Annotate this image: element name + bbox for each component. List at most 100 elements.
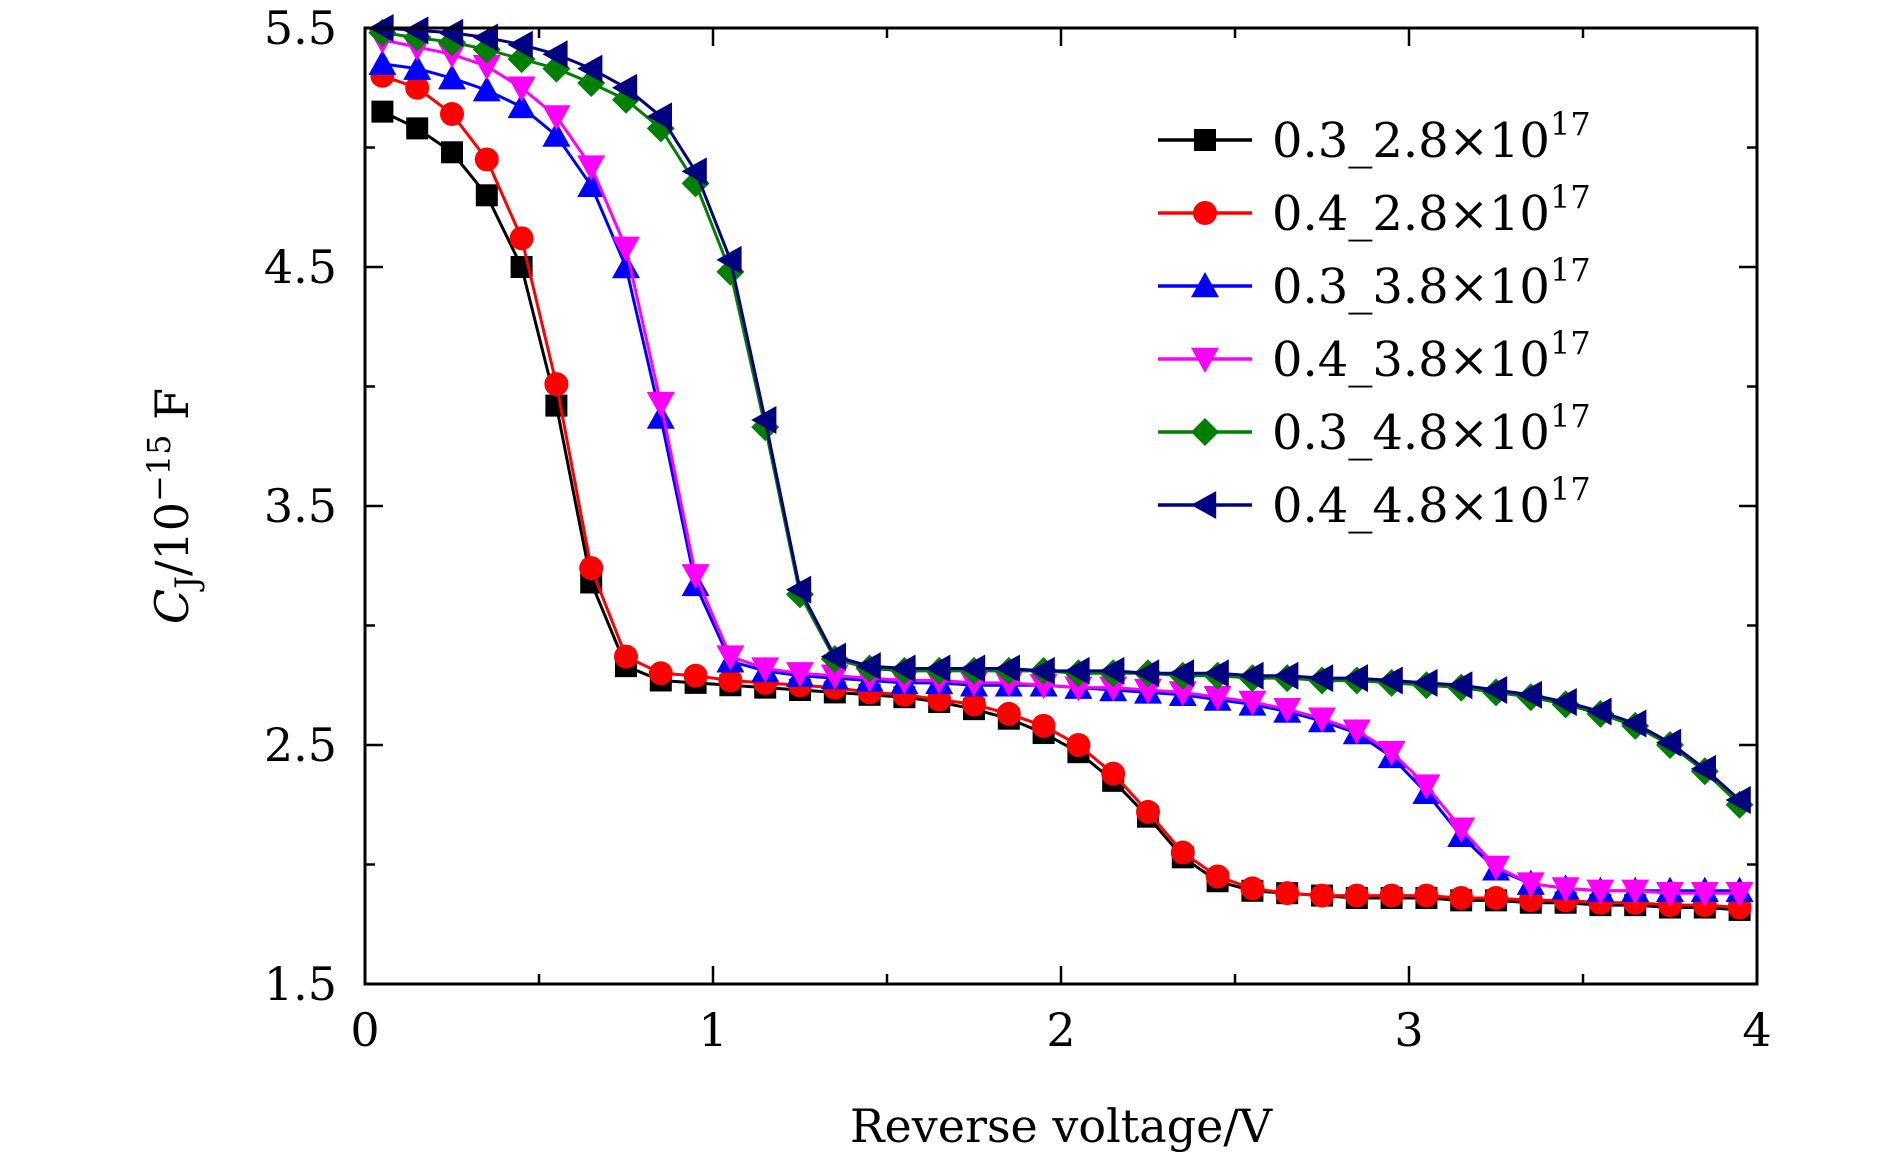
legend-marker-5 (1191, 491, 1217, 519)
series-1-point-20 (1066, 733, 1091, 757)
x-tick-label: 4 (1742, 1003, 1771, 1057)
series-3-point-29 (1377, 740, 1406, 767)
series-5-point-6 (577, 54, 603, 83)
series-5-point-8 (646, 102, 672, 131)
legend-item-3: 0.4_3.8×1017 (1158, 324, 1591, 388)
legend-item-0: 0.3_2.8×1017 (1158, 105, 1591, 169)
series-3-point-21 (1099, 676, 1128, 702)
series-5-point-7 (612, 73, 638, 102)
series-line-3 (382, 38, 1740, 895)
series-1-point-4 (509, 226, 534, 251)
legend-label-text: 0.3_3.8×10 (1272, 259, 1550, 315)
series-5-point-9 (681, 157, 707, 186)
series-5-point-35 (1586, 697, 1612, 726)
series-2-point-4 (507, 92, 536, 119)
series-1-point-26 (1275, 881, 1300, 906)
series-3-point-4 (507, 76, 536, 102)
legend-label-text: 0.3_4.8×10 (1272, 405, 1550, 461)
series-2-point-6 (577, 171, 606, 197)
series-1-point-31 (1449, 885, 1474, 910)
series-1-point-27 (1310, 883, 1334, 908)
series-5-point-22 (1134, 659, 1160, 688)
tick-labels-layer: 0 1 2 3 4 1.5 2.5 3.5 4.5 5.5 (264, 1, 1772, 1057)
series-0-point-0 (371, 100, 394, 123)
series-5-point-10 (716, 245, 742, 274)
legend-marker-0 (1194, 129, 1216, 151)
series-5-point-24 (1203, 659, 1229, 688)
series-5-point-39 (1725, 785, 1751, 814)
series-3-point-26 (1273, 697, 1302, 724)
series-3-point-28 (1342, 719, 1371, 745)
legend-label-text: 0.3_2.8×10 (1272, 113, 1550, 169)
series-3-point-7 (612, 236, 640, 262)
series-5-point-29 (1377, 666, 1403, 695)
series-1-point-18 (996, 701, 1021, 726)
series-5-point-15 (890, 654, 916, 683)
series-1-point-30 (1414, 883, 1439, 908)
series-2-point-3 (472, 76, 501, 102)
legend-label-3: 0.4_3.8×1017 (1272, 324, 1591, 388)
series-1-point-3 (474, 147, 499, 172)
series-5-point-20 (1064, 656, 1090, 685)
series-3-point-35 (1586, 879, 1615, 905)
series-1-point-21 (1101, 761, 1126, 786)
y-axis-title-prefix: /10 (145, 502, 199, 576)
legend-label-exponent: 17 (1550, 251, 1591, 289)
y-axis-title: CJ/10−15 F (140, 388, 206, 624)
series-1-point-24 (1205, 864, 1230, 889)
series-2-point-0 (368, 49, 397, 76)
y-tick-label: 2.5 (264, 718, 337, 772)
series-3-point-37 (1656, 881, 1684, 908)
series-1-point-32 (1484, 885, 1508, 910)
series-3-point-5 (542, 105, 571, 131)
series-5-point-3 (472, 23, 498, 52)
legend-label-exponent: 17 (1550, 470, 1591, 508)
series-5-point-19 (1029, 656, 1055, 685)
series-3-point-23 (1168, 681, 1197, 707)
series-line-0 (381, 110, 1740, 912)
series-1-point-25 (1240, 876, 1265, 901)
series-3-point-11 (751, 657, 780, 683)
series-1-point-6 (579, 556, 604, 581)
series-line-1 (381, 74, 1740, 909)
legend-label-4: 0.3_4.8×1017 (1272, 397, 1591, 461)
legend-item-1: 0.4_2.8×1017 (1158, 178, 1591, 242)
legend-label-exponent: 17 (1550, 105, 1591, 143)
x-tick-label: 1 (698, 1003, 727, 1057)
series-3-point-20 (1064, 676, 1093, 702)
series-4-point-8 (646, 114, 675, 143)
series-5-point-16 (925, 654, 951, 683)
series-5-point-31 (1447, 671, 1473, 700)
y-axis-title-exponent: −15 (140, 434, 178, 502)
series-3-point-12 (786, 662, 814, 688)
series-5-point-37 (1656, 728, 1682, 757)
y-tick-label: 1.5 (264, 957, 337, 1011)
series-1-point-9 (683, 663, 708, 688)
series-3-point-3 (472, 55, 501, 81)
legend-label-1: 0.4_2.8×1017 (1272, 178, 1591, 242)
legend-marker-2 (1191, 272, 1219, 298)
series-1-point-17 (962, 692, 986, 717)
series-3-point-8 (646, 392, 675, 418)
series-5-point-36 (1621, 709, 1647, 738)
legend: 0.3_2.8×10170.4_2.8×10170.3_3.8×10170.4_… (1158, 105, 1591, 534)
series-line-5 (382, 26, 1741, 802)
series-2 (368, 49, 1754, 902)
series-1-point-7 (614, 644, 638, 669)
series-5-point-18 (994, 654, 1020, 683)
x-axis-title: Reverse voltage/V (850, 1099, 1273, 1153)
series-5 (368, 14, 1751, 814)
series-1-point-22 (1136, 799, 1160, 824)
series-3-point-32 (1482, 855, 1510, 881)
legend-label-exponent: 17 (1550, 324, 1591, 362)
series-0-point-2 (441, 141, 463, 164)
series-1-point-10 (718, 668, 743, 693)
series-5-point-27 (1308, 664, 1334, 693)
legend-marker-3 (1191, 347, 1219, 373)
y-axis-title-unit: F (145, 388, 199, 435)
series-1-point-1 (405, 75, 430, 100)
series-5-point-1 (403, 16, 429, 45)
y-tick-label: 4.5 (264, 240, 337, 294)
series-5-point-34 (1551, 687, 1577, 716)
series-5-point-33 (1516, 680, 1542, 709)
